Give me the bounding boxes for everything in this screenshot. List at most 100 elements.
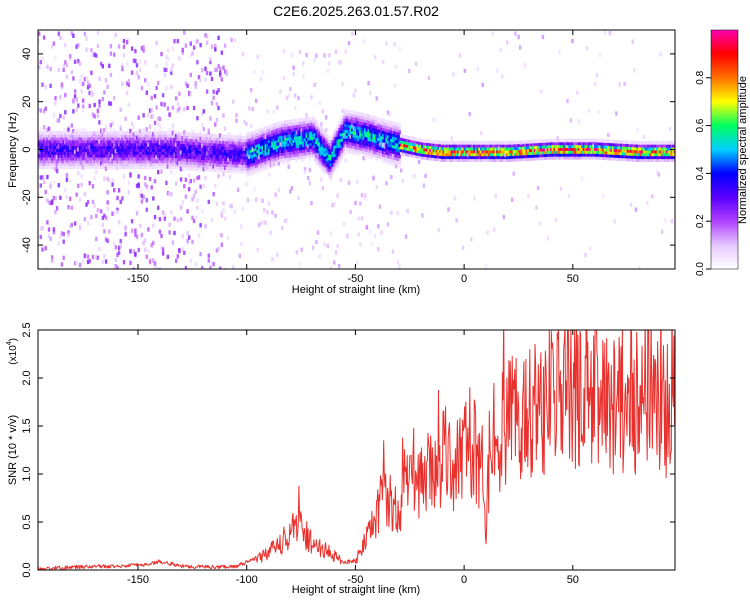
heatmap-cell — [510, 158, 514, 162]
heatmap-cell — [77, 59, 80, 64]
heatmap-cell — [336, 144, 339, 149]
heatmap-cell — [390, 152, 393, 157]
heatmap-cell — [450, 146, 453, 151]
heatmap-cell — [308, 136, 312, 141]
heatmap-cell — [378, 152, 382, 156]
heatmap-cell — [298, 149, 302, 154]
heatmap-cell — [88, 156, 91, 161]
heatmap-cell — [558, 156, 561, 160]
heatmap-cell — [380, 129, 383, 134]
heatmap-cell — [584, 150, 587, 154]
heatmap-cell — [261, 133, 264, 137]
heatmap-cell — [616, 140, 620, 144]
heatmap-cell — [55, 139, 59, 144]
heatmap-cell — [391, 144, 395, 149]
heatmap-cell — [486, 152, 489, 157]
heatmap-cell — [435, 151, 439, 156]
heatmap-cell — [121, 134, 124, 138]
heatmap-cell — [114, 264, 117, 269]
heatmap-cell — [88, 162, 91, 167]
heatmap-cell — [414, 140, 418, 144]
heatmap-cell — [388, 149, 391, 153]
heatmap-cell — [326, 171, 329, 176]
heatmap-cell — [364, 145, 367, 149]
heatmap-cell — [121, 131, 124, 135]
heatmap-cell — [295, 153, 298, 157]
heatmap-cell — [316, 153, 320, 158]
heatmap-cell — [598, 139, 602, 143]
heatmap-cell — [222, 208, 225, 213]
heatmap-cell — [341, 126, 344, 131]
heatmap-cell — [461, 144, 465, 148]
heatmap-cell — [310, 142, 313, 146]
heatmap-cell — [285, 134, 289, 138]
heatmap-cell — [378, 142, 382, 147]
heatmap-cell — [452, 152, 455, 157]
heatmap-cell — [302, 120, 305, 125]
heatmap-cell — [228, 169, 232, 173]
heatmap-cell — [54, 136, 57, 141]
heatmap-cell — [181, 234, 184, 239]
heatmap-cell — [95, 151, 98, 155]
heatmap-cell — [298, 121, 302, 125]
heatmap-cell — [165, 255, 168, 260]
heatmap-cell — [109, 128, 113, 132]
heatmap-cell — [370, 241, 373, 247]
heatmap-cell — [461, 245, 465, 250]
heatmap-cell — [116, 136, 119, 141]
heatmap-cell — [492, 155, 496, 160]
heatmap-cell — [398, 137, 401, 142]
heatmap-cell — [197, 175, 201, 180]
heatmap-cell — [460, 146, 463, 151]
heatmap-cell — [305, 143, 308, 147]
heatmap-cell — [122, 53, 126, 58]
heatmap-cell — [93, 151, 96, 155]
heatmap-cell — [215, 154, 219, 158]
heatmap-cell — [375, 122, 378, 127]
heatmap-cell — [199, 130, 202, 134]
heatmap-cell — [398, 163, 401, 168]
heatmap-cell — [243, 164, 246, 168]
heatmap-cell — [434, 146, 437, 150]
heatmap-cell — [349, 113, 352, 117]
heatmap-cell — [499, 47, 502, 52]
heatmap-cell — [251, 131, 254, 135]
heatmap-cell — [80, 148, 83, 152]
heatmap-cell — [382, 138, 385, 143]
heatmap-cell — [274, 151, 277, 156]
heatmap-cell — [305, 125, 308, 130]
heatmap-cell — [282, 152, 285, 156]
heatmap-cell — [520, 154, 523, 159]
heatmap-cell — [235, 163, 238, 168]
heatmap-cell — [269, 124, 272, 129]
heatmap-cell — [52, 230, 56, 235]
heatmap-cell — [266, 163, 269, 167]
heatmap-cell — [602, 147, 605, 152]
heatmap-cell — [292, 136, 295, 140]
heatmap-cell — [569, 141, 572, 146]
heatmap-cell — [109, 151, 113, 155]
heatmap-cell — [409, 150, 413, 155]
heatmap-cell — [411, 142, 414, 146]
heatmap-cell — [75, 107, 78, 112]
heatmap-cell — [548, 150, 551, 154]
heatmap-cell — [509, 155, 512, 159]
heatmap-cell — [321, 159, 325, 164]
heatmap-cell — [406, 135, 409, 140]
heatmap-cell — [326, 243, 329, 248]
heatmap-cell — [571, 147, 574, 151]
heatmap-cell — [41, 145, 44, 149]
heatmap-cell — [346, 123, 349, 128]
heatmap-cell — [86, 165, 90, 170]
heatmap-cell — [403, 146, 406, 150]
heatmap-cell — [245, 141, 248, 146]
heatmap-cell — [209, 59, 212, 65]
heatmap-cell — [323, 156, 326, 160]
heatmap-cell — [126, 134, 129, 138]
heatmap-cell — [77, 165, 80, 170]
heatmap-cell — [479, 149, 483, 154]
heatmap-cell — [240, 241, 243, 247]
heatmap-cell — [390, 210, 393, 215]
heatmap-cell — [315, 131, 318, 136]
heatmap-cell — [274, 154, 277, 158]
